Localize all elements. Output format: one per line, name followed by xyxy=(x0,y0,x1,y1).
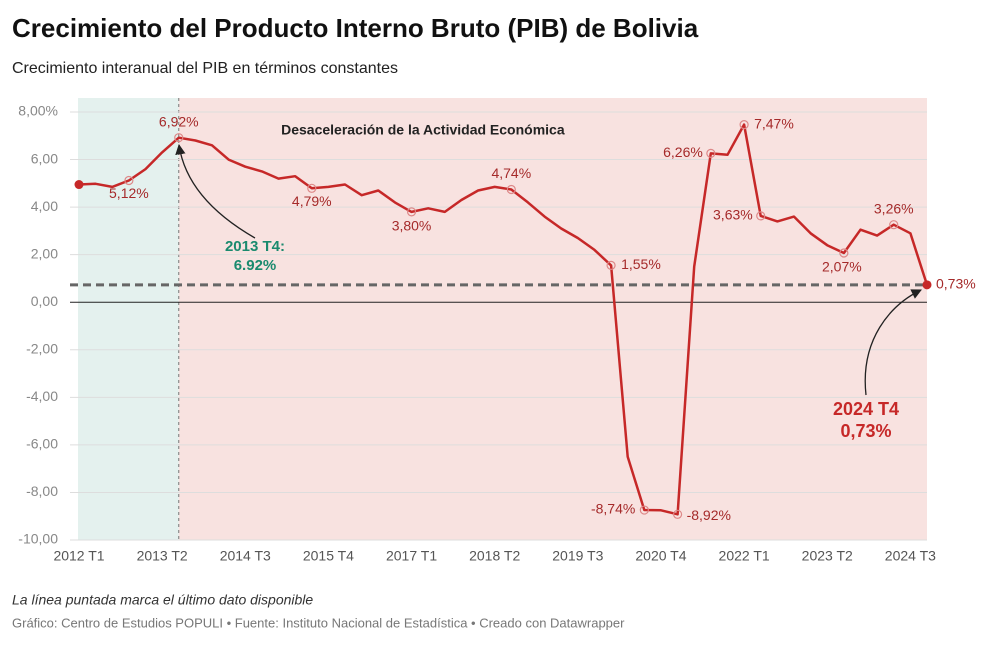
point xyxy=(756,211,766,221)
value-label: 4,74% xyxy=(491,165,531,181)
point xyxy=(606,260,616,270)
y-tick-label: 8,00% xyxy=(18,103,58,119)
value-label: 3,26% xyxy=(874,200,914,216)
value-label: 3,80% xyxy=(392,218,432,234)
point xyxy=(406,207,417,217)
x-tick-label: 2022 T1 xyxy=(719,548,770,564)
annotation: 6.92% xyxy=(234,257,277,274)
chart-subtitle: Crecimiento interanual del PIB en términ… xyxy=(12,60,398,77)
y-tick-label: -8,00 xyxy=(26,483,58,499)
value-label: -8,92% xyxy=(687,507,731,523)
shaded-region xyxy=(178,98,927,540)
annotation-arrow xyxy=(175,143,256,239)
x-tick-label: 2012 T1 xyxy=(53,548,104,564)
x-tick-label: 2015 T4 xyxy=(303,548,354,564)
x-tick-label: 2023 T2 xyxy=(802,548,853,564)
point xyxy=(506,184,516,195)
y-tick-label: 0,00 xyxy=(31,293,58,309)
annotation: 0,73% xyxy=(840,421,891,441)
annotation: 2024 T4 xyxy=(833,399,899,419)
y-tick-label: 4,00 xyxy=(31,198,58,214)
annotation: 2013 T4: xyxy=(225,238,285,255)
point xyxy=(839,248,849,258)
region-label: Desaceleración de la Actividad Económica xyxy=(281,122,565,138)
x-tick-label: 2019 T3 xyxy=(552,548,603,564)
value-label: -8,74% xyxy=(591,501,635,517)
x-tick-label: 2024 T3 xyxy=(885,548,936,564)
source: Gráfico: Centro de Estudios POPULI • Fue… xyxy=(12,615,625,630)
value-label: 6,92% xyxy=(159,113,199,129)
y-tick-label: -10,00 xyxy=(18,531,58,547)
value-label: 7,47% xyxy=(754,115,794,131)
point xyxy=(124,175,134,186)
x-tick-label: 2018 T2 xyxy=(469,548,520,564)
point xyxy=(174,133,184,143)
value-label: 2,07% xyxy=(822,259,862,275)
x-tick-label: 2017 T1 xyxy=(386,548,437,564)
value-label: 5,12% xyxy=(109,185,149,201)
value-label: 3,63% xyxy=(713,207,753,223)
y-tick-label: -2,00 xyxy=(26,340,58,356)
shaded-region xyxy=(78,98,179,540)
value-label: 1,55% xyxy=(621,256,661,272)
point xyxy=(672,509,683,519)
end-point xyxy=(922,280,932,290)
y-tick-label: -6,00 xyxy=(26,436,58,452)
plot-background xyxy=(78,98,927,540)
line xyxy=(78,123,929,516)
value-label: 4,79% xyxy=(292,193,332,209)
y-tick-label: 6,00 xyxy=(31,150,58,166)
x-tick-label: 2013 T2 xyxy=(137,548,188,564)
y-tick-label: -4,00 xyxy=(26,388,58,404)
annotation-arrow xyxy=(864,289,922,396)
point xyxy=(739,120,749,130)
x-tick-label: 2014 T3 xyxy=(220,548,271,564)
point xyxy=(706,148,716,158)
x-tick-label: 2020 T4 xyxy=(635,548,686,564)
value-label: 6,26% xyxy=(663,144,703,160)
end-point xyxy=(74,180,84,190)
value-label: 0,73% xyxy=(936,276,976,292)
point xyxy=(889,220,899,230)
chart-title: Crecimiento del Producto Interno Bruto (… xyxy=(12,13,699,43)
point xyxy=(639,505,649,515)
marks xyxy=(70,120,932,519)
point xyxy=(307,183,317,193)
note: La línea puntada marca el último dato di… xyxy=(12,592,313,608)
y-tick-label: 2,00 xyxy=(31,245,58,261)
